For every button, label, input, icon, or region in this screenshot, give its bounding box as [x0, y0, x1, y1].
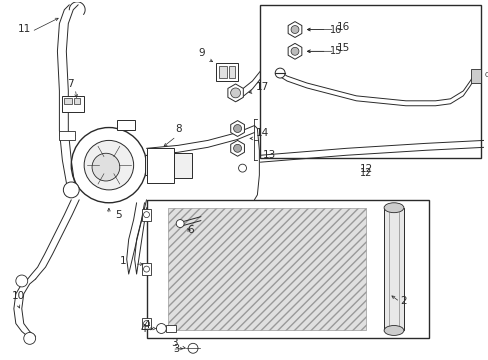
Bar	[141, 209, 151, 221]
Circle shape	[290, 48, 298, 55]
Text: 3: 3	[173, 344, 179, 354]
Text: 3: 3	[171, 338, 178, 348]
Text: 4: 4	[143, 320, 150, 330]
Bar	[64, 98, 72, 104]
Circle shape	[92, 153, 120, 181]
Bar	[174, 153, 192, 178]
Text: O: O	[484, 72, 488, 78]
Text: 10: 10	[12, 291, 25, 301]
Text: 1: 1	[120, 256, 126, 266]
Circle shape	[143, 320, 149, 327]
Bar	[168, 208, 366, 330]
Bar	[228, 66, 234, 78]
Text: 12: 12	[359, 168, 372, 178]
Bar	[146, 148, 174, 183]
Text: 13: 13	[262, 150, 275, 160]
Text: 4: 4	[140, 324, 146, 334]
Bar	[144, 155, 160, 175]
Text: 15: 15	[336, 43, 349, 53]
Circle shape	[230, 88, 240, 98]
Circle shape	[16, 275, 28, 287]
Text: 2: 2	[399, 296, 406, 306]
Bar	[215, 63, 237, 81]
Bar	[260, 5, 480, 158]
Bar	[62, 96, 84, 112]
Text: 7: 7	[67, 79, 74, 89]
Bar	[218, 66, 226, 78]
Ellipse shape	[383, 325, 403, 336]
Text: 14: 14	[255, 129, 268, 139]
Circle shape	[188, 343, 198, 353]
Text: 5: 5	[115, 210, 122, 220]
Circle shape	[143, 266, 149, 272]
Circle shape	[290, 26, 298, 33]
Text: 6: 6	[186, 225, 193, 235]
Circle shape	[233, 125, 241, 132]
Circle shape	[233, 144, 241, 152]
Text: 11: 11	[18, 23, 31, 33]
Circle shape	[84, 140, 133, 190]
Circle shape	[24, 332, 36, 344]
Text: 9: 9	[198, 48, 204, 58]
Bar	[383, 208, 403, 330]
Bar	[146, 200, 428, 338]
Bar	[141, 263, 151, 275]
Circle shape	[156, 324, 166, 333]
Bar	[74, 98, 80, 104]
Circle shape	[238, 164, 246, 172]
Bar	[117, 120, 134, 130]
Text: 15: 15	[329, 46, 341, 56]
Circle shape	[176, 220, 184, 228]
Bar	[470, 69, 480, 83]
Bar	[141, 318, 151, 329]
Circle shape	[275, 68, 285, 78]
Bar	[166, 324, 176, 332]
Circle shape	[63, 182, 79, 198]
Text: 16: 16	[336, 22, 349, 32]
Text: 8: 8	[175, 125, 181, 135]
Circle shape	[143, 212, 149, 217]
Text: 16: 16	[329, 24, 341, 35]
Text: 12: 12	[359, 164, 372, 174]
Circle shape	[71, 127, 146, 203]
Text: 17: 17	[255, 82, 268, 92]
Ellipse shape	[383, 203, 403, 213]
Bar	[59, 131, 75, 140]
